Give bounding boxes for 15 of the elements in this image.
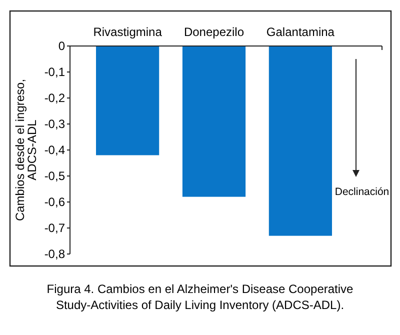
- y-tick-label: -0,7: [44, 221, 66, 236]
- y-tick-label: 0: [58, 39, 66, 54]
- y-tick-label: -0,2: [44, 91, 66, 106]
- text: Figura 4. Cambios en el Alzheimer's Disease Cooperative Study-Activities of Daily Living Inventory (ADCS-ADL).: [46, 282, 354, 312]
- y-axis-title: Cambios desde el ingreso, ADCS-ADL: [13, 78, 39, 222]
- x-tick-label: Donepezilo: [184, 25, 244, 39]
- y-tick-label: -0,5: [44, 169, 66, 184]
- x-tick-label: Galantamina: [266, 25, 335, 39]
- annotation: Declinación: [334, 186, 390, 198]
- y-tick-label: -0,1: [44, 65, 66, 80]
- x-tick-label: Rivastigmina: [93, 25, 162, 39]
- y-tick-label: -0,6: [44, 195, 66, 210]
- y-tick-label: -0,3: [44, 117, 66, 132]
- y-tick-label: -0,4: [44, 143, 66, 158]
- y-tick-label: -0,8: [44, 247, 66, 262]
